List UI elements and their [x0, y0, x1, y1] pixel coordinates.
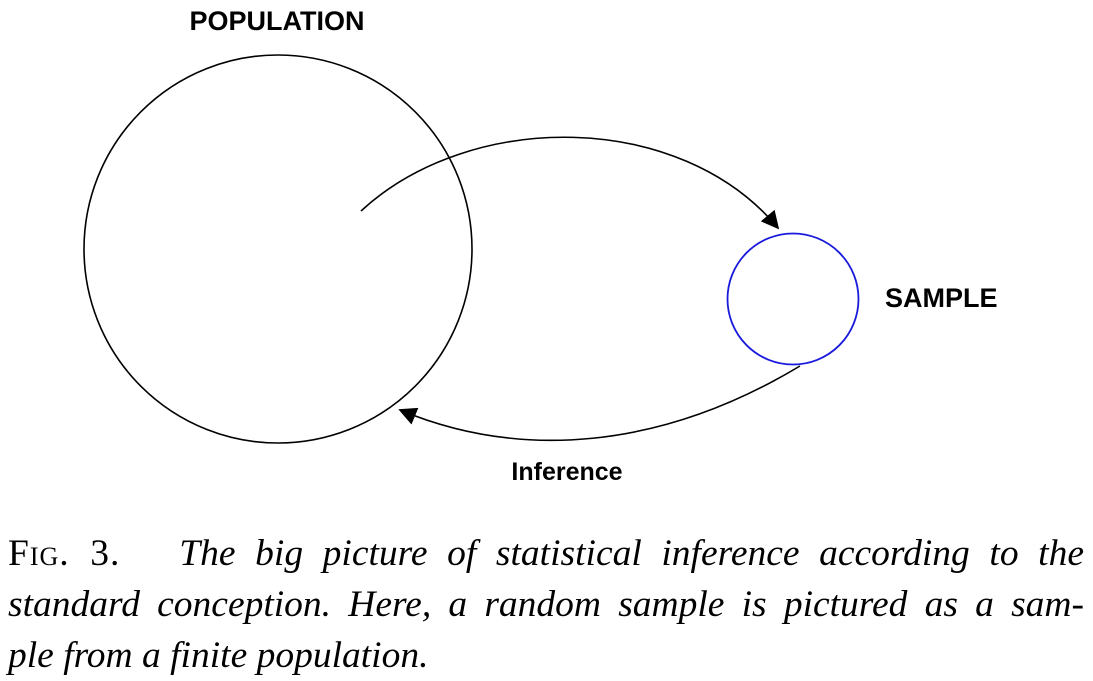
caption-line-3: ple from a finite population. [8, 635, 429, 676]
sample-circle [726, 232, 860, 366]
inference-label: Inference [511, 458, 622, 486]
sample-label: SAMPLE [885, 283, 998, 313]
sampling-arrow [360, 136, 780, 230]
figure-label: Fig. 3. [8, 533, 121, 574]
caption-line-2: standard conception. Here, a random samp… [8, 584, 1084, 625]
caption-text-1: The big picture of statistical inference… [179, 533, 1084, 574]
inference-arrow [398, 365, 801, 442]
figure-caption: Fig. 3. The big picture of statistical i… [8, 528, 1084, 681]
population-circle [83, 54, 473, 444]
statistical-inference-diagram: POPULATION SAMPLE Inference [83, 6, 998, 486]
caption-line-1: Fig. 3. The big picture of statistical i… [8, 528, 1084, 579]
population-label: POPULATION [190, 6, 365, 36]
